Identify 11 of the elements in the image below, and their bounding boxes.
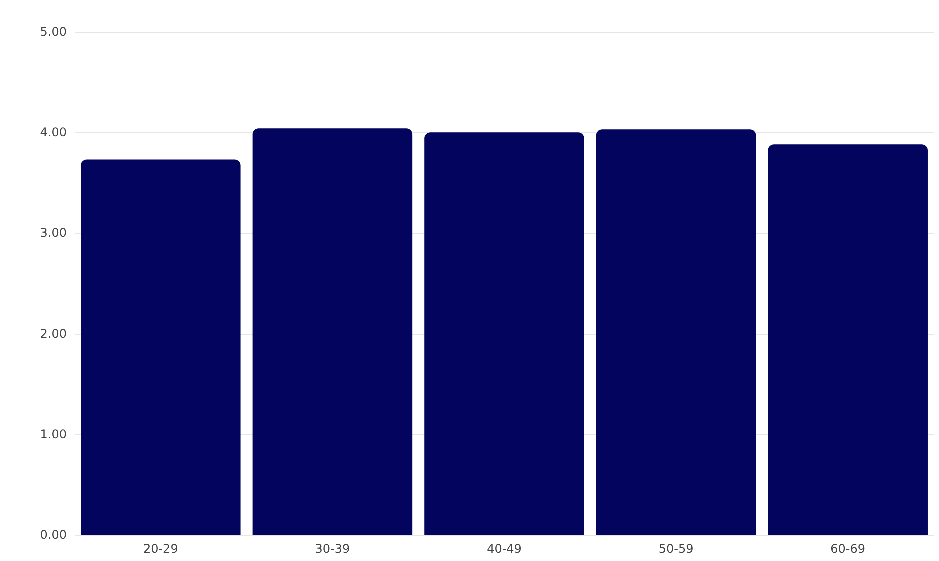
- y-tick-label: 4.00: [40, 126, 67, 140]
- x-tick-label: 50-59: [658, 542, 694, 556]
- x-tick-label: 40-49: [487, 542, 522, 556]
- y-tick-label: 2.00: [40, 326, 67, 341]
- x-tick-label: 60-69: [830, 542, 866, 556]
- y-tick-label: 5.00: [40, 25, 67, 39]
- y-tick-label: 0.00: [40, 528, 67, 542]
- x-tick-label: 30-39: [315, 542, 350, 556]
- x-tick-label: 20-29: [143, 542, 178, 556]
- y-tick-label: 3.00: [40, 226, 67, 240]
- y-tick-label: 1.00: [40, 427, 67, 442]
